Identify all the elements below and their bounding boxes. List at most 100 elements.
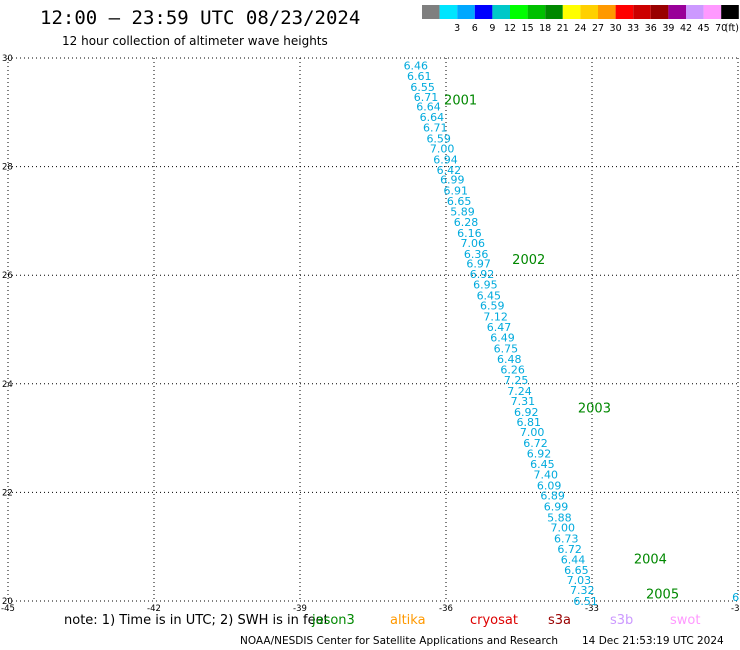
wave-height-value: 6.92 xyxy=(470,268,495,281)
wave-height-map: 202224262830-45-42-39-36-33-306.466.616.… xyxy=(1,54,740,612)
colorbar-tick-label: 18 xyxy=(539,23,551,34)
colorbar-swatch xyxy=(457,5,475,19)
wave-height-value: 6.92 xyxy=(514,406,539,419)
colorbar-swatch xyxy=(598,5,616,19)
wave-height-value: 6.72 xyxy=(557,543,582,556)
colorbar-tick-label: 42 xyxy=(680,23,692,34)
wave-height-value: 5.88 xyxy=(547,511,572,524)
wave-height-value: 6.99 xyxy=(544,501,569,514)
wave-height-value: 6.59 xyxy=(426,132,451,145)
latitude-tick-label: 26 xyxy=(2,271,13,281)
track-time-label: 2005 xyxy=(646,587,679,602)
colorbar-swatch xyxy=(510,5,528,19)
wave-height-value: 7.00 xyxy=(430,143,455,156)
wave-height-value: 7.24 xyxy=(507,385,532,398)
colorbar-swatch xyxy=(580,5,598,19)
wave-height-value: 6.97 xyxy=(466,257,491,270)
colorbar-tick-label: 70 xyxy=(715,23,727,34)
wave-height-value: 6.51 xyxy=(573,595,598,608)
wave-height-value: 6.65 xyxy=(447,195,472,208)
wave-height-value: 6.49 xyxy=(490,332,515,345)
credit-line: NOAA/NESDIS Center for Satellite Applica… xyxy=(240,635,558,647)
colorbar-swatch xyxy=(615,5,634,19)
colorbar-tick-label: 39 xyxy=(662,23,674,34)
colorbar-swatch xyxy=(650,5,669,19)
colorbar-tick-label: 21 xyxy=(557,23,569,34)
colorbar-swatch xyxy=(422,5,440,19)
footer-note: note: 1) Time is in UTC; 2) SWH is in fe… xyxy=(64,613,329,628)
latitude-tick-label: 20 xyxy=(2,597,13,607)
wave-height-value: 7.00 xyxy=(551,522,576,535)
wave-height-value: 6.72 xyxy=(523,437,548,450)
wave-height-value: 6.09 xyxy=(537,479,562,492)
colorbar-swatch xyxy=(668,5,686,19)
satellite-legend-cryosat: cryosat xyxy=(470,613,518,628)
wave-height-value: 6.94 xyxy=(433,154,458,167)
wave-height-value: 6.81 xyxy=(516,416,541,429)
satellite-legend-swot: swot xyxy=(670,613,701,628)
longitude-tick-label: -39 xyxy=(293,604,307,612)
wave-height-value: 6.91 xyxy=(443,184,468,197)
colorbar-tick-label: 45 xyxy=(698,23,710,34)
page-title: 12:00 – 23:59 UTC 08/23/2024 xyxy=(40,7,361,29)
wave-height-value: 6.75 xyxy=(494,343,519,356)
wave-height-value: 6.45 xyxy=(530,458,555,471)
longitude-tick-label: -30 xyxy=(731,604,740,612)
track-time-label: 2004 xyxy=(634,553,667,568)
wave-height-value: 7.32 xyxy=(570,584,595,597)
wave-height-value: 7.03 xyxy=(567,574,592,587)
wave-height-value: 6.92 xyxy=(527,447,552,460)
wave-height-value: 6.65 xyxy=(564,564,589,577)
wave-height-value: 6.16 xyxy=(457,227,482,240)
track-time-label: 2003 xyxy=(578,402,611,417)
wave-height-value: 6.55 xyxy=(410,81,435,94)
colorbar-swatch xyxy=(633,5,651,19)
satellite-legend-s3a: s3a xyxy=(548,613,572,628)
satellite-legend-altika: altika xyxy=(390,613,426,628)
colorbar-swatch xyxy=(721,5,739,19)
wave-height-value: 6.71 xyxy=(423,122,448,135)
wave-height-value: 6 xyxy=(732,591,739,604)
colorbar-tick-label: 12 xyxy=(504,23,516,34)
track-time-label: 2001 xyxy=(444,93,477,108)
colorbar-tick-label: 36 xyxy=(645,23,657,34)
page-subtitle: 12 hour collection of altimeter wave hei… xyxy=(62,34,328,48)
latitude-tick-label: 30 xyxy=(2,54,13,64)
satellite-legend-s3b: s3b xyxy=(610,613,634,628)
colorbar-swatch xyxy=(545,5,563,19)
wave-height-value: 7.06 xyxy=(461,237,486,250)
colorbar-tick-label: 3 xyxy=(454,23,460,34)
colorbar-swatch xyxy=(439,5,458,19)
colorbar-swatch xyxy=(527,5,546,19)
wave-height-value: 6.44 xyxy=(561,554,586,567)
colorbar-swatch xyxy=(474,5,493,19)
color-scale-legend: 3 6 9 12 15 18 21 24 27 30 33 36 39 42 45 70(ft) xyxy=(422,5,739,34)
wave-height-value: 6.89 xyxy=(540,490,565,503)
satellite-legend-jason3: jason3 xyxy=(312,613,355,628)
wave-height-value: 6.48 xyxy=(497,353,522,366)
wave-height-value: 6.64 xyxy=(420,111,445,124)
colorbar-tick-label: 30 xyxy=(610,23,622,34)
wave-height-value: 5.89 xyxy=(450,206,475,219)
track-time-label: 2002 xyxy=(512,253,545,268)
colorbar-swatch xyxy=(492,5,510,19)
colorbar-tick-label: 24 xyxy=(574,23,586,34)
wave-height-value: 6.64 xyxy=(416,100,441,113)
colorbar-tick-label: 15 xyxy=(522,23,534,34)
colorbar-swatch xyxy=(686,5,704,19)
wave-height-value: 7.12 xyxy=(483,310,508,323)
wave-height-value: 6.71 xyxy=(414,91,439,104)
colorbar-tick-label: 27 xyxy=(592,23,604,34)
wave-height-value: 6.59 xyxy=(480,300,505,313)
wave-height-value: 6.26 xyxy=(500,364,525,377)
wave-height-value: 6.46 xyxy=(404,60,429,73)
wave-height-value: 6.36 xyxy=(464,248,489,261)
wave-height-value: 6.28 xyxy=(454,216,479,229)
longitude-tick-label: -45 xyxy=(1,604,15,612)
wave-height-value: 6.47 xyxy=(487,321,512,334)
latitude-tick-label: 24 xyxy=(2,380,13,390)
colorbar-swatch xyxy=(562,5,581,19)
wave-height-value: 6.95 xyxy=(473,278,498,291)
colorbar-tick-label: 6 xyxy=(472,23,478,34)
colorbar-tick-label: 33 xyxy=(627,23,639,34)
